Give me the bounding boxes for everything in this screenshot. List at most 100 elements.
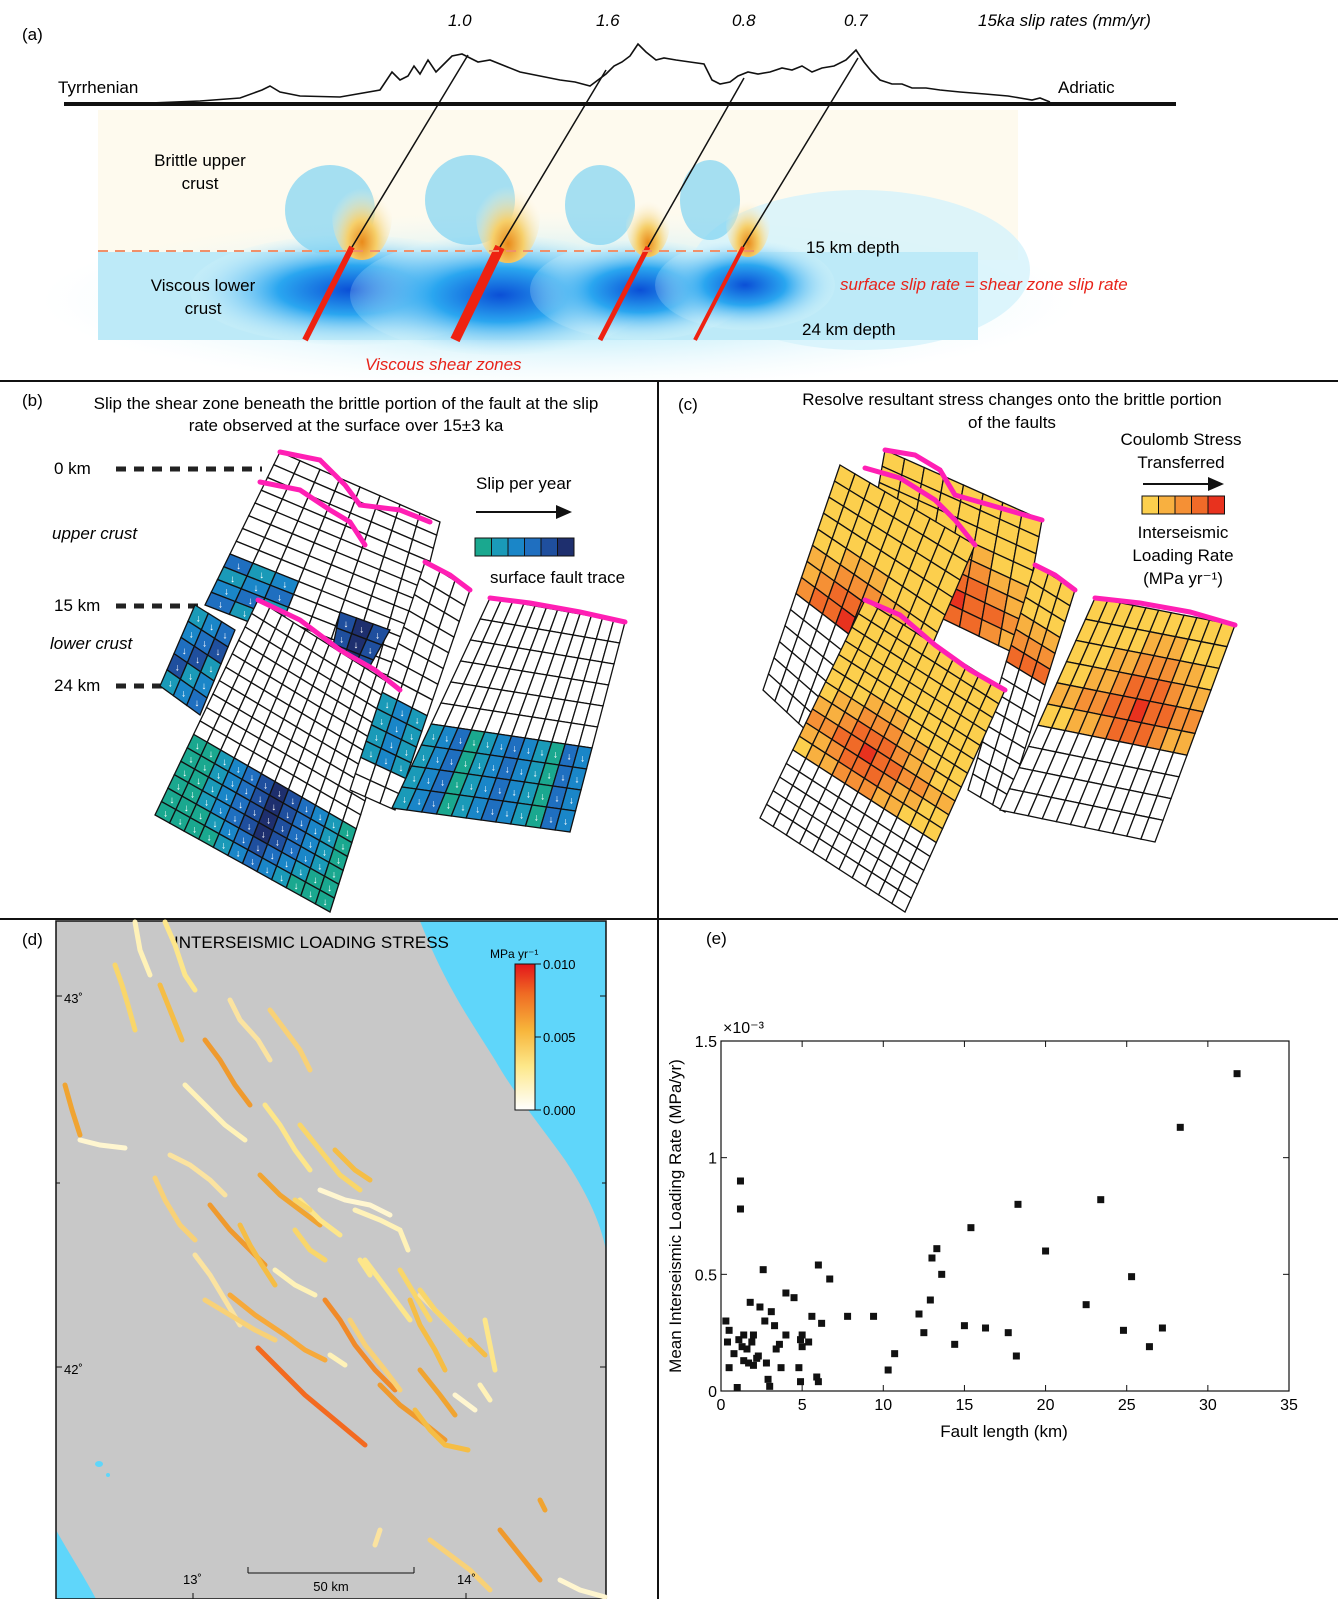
map-frame — [55, 920, 607, 1599]
slip-arrow-glyph: ↓ — [232, 813, 237, 824]
data-point — [795, 1364, 803, 1372]
slip-scale-swatch — [524, 537, 542, 557]
surface-trace-b-1 — [277, 449, 433, 525]
slip-arrow-glyph: ↓ — [345, 828, 350, 839]
slip-arrow-glyph: ↓ — [282, 579, 287, 590]
fault-traces — [62, 919, 608, 1599]
slip-arrow-glyph: ↓ — [490, 807, 495, 818]
slip-arrow-glyph: ↓ — [270, 851, 275, 862]
surface-trace-label: surface fault trace — [490, 568, 625, 587]
slip-arrow-glyph: ↓ — [534, 813, 539, 824]
slip-arrow-glyph: ↓ — [182, 646, 187, 657]
surface-trace-c-5 — [1092, 595, 1238, 628]
slip-arrow-glyph: ↓ — [322, 897, 327, 908]
slip-arrow-glyph: ↓ — [548, 815, 553, 826]
data-point — [884, 1366, 892, 1374]
panel-e-label: (e) — [706, 929, 727, 948]
data-point — [749, 1331, 757, 1339]
slip-arrow-glyph: ↓ — [566, 752, 571, 763]
slip-arrow-glyph: ↓ — [504, 809, 509, 820]
slip-arrow-glyph: ↓ — [449, 757, 454, 768]
slip-arrow-glyph: ↓ — [368, 749, 373, 760]
fault-trace — [427, 1537, 493, 1593]
slip-scale-swatch — [507, 537, 525, 557]
depth-0km: 0 km — [54, 459, 91, 478]
tyrrhenian-label: Tyrrhenian — [58, 78, 138, 97]
lon-13-label: 13˚ — [183, 1572, 202, 1587]
slip-arrow-glyph: ↓ — [299, 818, 304, 829]
data-point — [767, 1308, 775, 1316]
data-point — [759, 1266, 767, 1274]
fault-trace — [317, 1187, 393, 1218]
fault-mesh-b-2: ↓↓↓↓↓↓↓↓↓↓↓↓↓↓↓↓↓↓↓↓↓↓↓↓↓↓↓↓↓↓↓↓↓↓↓↓↓↓↓↓… — [154, 599, 401, 913]
slip-arrow-glyph: ↓ — [168, 679, 173, 690]
slip-arrow-glyph: ↓ — [491, 763, 496, 774]
data-point — [772, 1345, 780, 1353]
surface-trace-c-3 — [862, 597, 1008, 693]
slip-arrow-glyph: ↓ — [294, 832, 299, 843]
scale-bar-label: 50 km — [313, 1579, 348, 1594]
slip-arrow-glyph: ↓ — [298, 867, 303, 878]
slip-arrow-glyph: ↓ — [313, 875, 318, 886]
panel-b-label: (b) — [22, 391, 43, 410]
fault-trace — [132, 919, 153, 978]
fault-trace — [152, 1175, 198, 1243]
slip-arrow-glyph: ↓ — [446, 801, 451, 812]
fault-trace — [255, 1345, 368, 1448]
slip-arrow-glyph: ↓ — [414, 716, 419, 727]
slip-arrow-glyph: ↓ — [195, 655, 200, 666]
slip-scale-swatch — [491, 537, 509, 557]
coulomb-title-2: Transferred — [1137, 453, 1224, 472]
fault-mesh-group-b: ↓↓↓↓↓↓↓↓↓↓↓↓↓↓↓↓↓↓↓↓↓↓↓↓↓↓↓↓↓ ↓ ↓↓↓↓↓↓↓↓↓↓… — [154, 449, 628, 913]
slip-arrow-glyph: ↓ — [574, 775, 579, 786]
slip-arrow-glyph: ↓ — [327, 834, 332, 845]
fault-trace — [332, 1147, 373, 1183]
slip-arrow-glyph: ↓ — [327, 883, 332, 894]
slip-arrow-glyph: ↓ — [499, 742, 504, 753]
fault-trace — [182, 1082, 248, 1143]
surface-trace-b-5 — [487, 595, 628, 625]
coulomb-arrow — [1143, 477, 1224, 491]
data-point — [805, 1338, 813, 1346]
fault-trace — [352, 1207, 411, 1253]
colorbar-tick-min: 0.000 — [543, 1103, 576, 1118]
data-point — [743, 1345, 751, 1353]
slip-arrow-glyph: ↓ — [512, 788, 517, 799]
slip-arrow-glyph: ↓ — [250, 857, 255, 868]
mesh-cell — [890, 888, 913, 913]
slip-arrow-glyph: ↓ — [194, 698, 199, 709]
x-tick-label: 0 — [717, 1397, 726, 1414]
fault-trace — [62, 1082, 83, 1138]
data-point — [746, 1298, 754, 1306]
fault-mesh-group-c — [759, 447, 1238, 913]
slip-arrow-glyph: ↓ — [313, 826, 318, 837]
slip-arrow-glyph: ↓ — [190, 789, 195, 800]
loading-scale-swatch — [1141, 495, 1159, 515]
x-tick-label: 5 — [798, 1397, 807, 1414]
data-point — [736, 1205, 744, 1213]
data-point — [844, 1312, 852, 1320]
slip-arrow-glyph: ↓ — [563, 817, 568, 828]
slip-arrow-glyph: ↓ — [222, 630, 227, 641]
slip-arrow-glyph: ↓ — [426, 776, 431, 787]
slip-arrow-glyph: ↓ — [275, 837, 280, 848]
data-point — [740, 1331, 748, 1339]
slip-rate-labels: 1.0 1.6 0.8 0.7 15ka slip rates (mm/yr) — [448, 11, 1151, 30]
slip-arrow-glyph: ↓ — [539, 748, 544, 759]
slip-arrow-glyph: ↓ — [192, 824, 197, 835]
x-tick-label: 25 — [1118, 1397, 1136, 1414]
data-point — [1119, 1326, 1127, 1334]
slip-scale-swatch — [540, 537, 558, 557]
slip-arrow-glyph: ↓ — [580, 754, 585, 765]
slip-arrow-glyph: ↓ — [241, 835, 246, 846]
slip-arrow-glyph: ↓ — [248, 596, 253, 607]
data-point — [920, 1329, 928, 1337]
panel-c-title-2: of the faults — [968, 413, 1056, 432]
mesh-cell — [185, 687, 208, 717]
slip-arrow-glyph: ↓ — [290, 796, 295, 807]
slip-arrow-glyph: ↓ — [444, 734, 449, 745]
slip-arrow-glyph: ↓ — [404, 747, 409, 758]
slip-arrow-glyph: ↓ — [331, 869, 336, 880]
slip-arrow-glyph: ↓ — [398, 763, 403, 774]
